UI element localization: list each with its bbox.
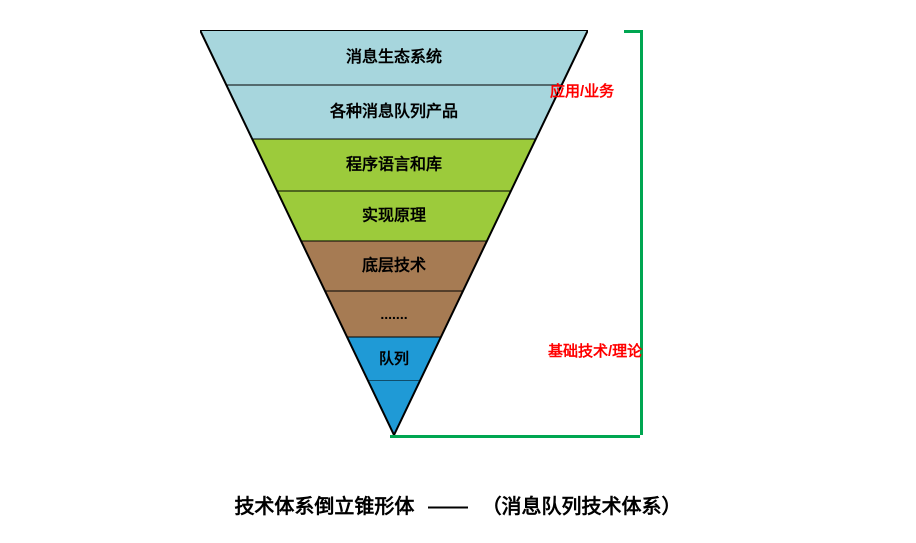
pyramid-layer-1 — [200, 85, 588, 139]
pyramid-layer-label-0: 消息生态系统 — [346, 47, 442, 66]
pyramid-layer-label-4: 底层技术 — [362, 256, 426, 275]
pyramid-clip-svg: 消息生态系统各种消息队列产品程序语言和库实现原理底层技术....... 队列 — [200, 30, 588, 435]
caption-dash: —— — [428, 496, 468, 518]
caption-left: 技术体系倒立锥形体 — [234, 496, 414, 518]
section-label-foundation: 基础技术/理论 — [548, 340, 642, 361]
pyramid-layer-3 — [200, 191, 588, 241]
bracket-tick-top — [624, 30, 640, 33]
pyramid-layer-label-3: 实现原理 — [362, 206, 426, 225]
diagram-container: 消息生态系统各种消息队列产品程序语言和库实现原理底层技术....... 队列 应用… — [0, 0, 916, 543]
section-label-application: 应用/业务 — [550, 80, 614, 101]
pyramid-layer-label-2: 程序语言和库 — [346, 155, 442, 174]
pyramid-layer-label-1: 各种消息队列产品 — [329, 102, 458, 121]
pyramid-layer-5 — [200, 291, 588, 337]
pyramid-layer-0 — [200, 30, 588, 85]
bracket-tick-bottom — [390, 435, 640, 438]
pyramid-layer-label-6: 队列 — [379, 350, 409, 368]
pyramid-outline — [200, 30, 588, 435]
pyramid-apex-fill — [200, 381, 588, 435]
bracket-vertical — [640, 30, 643, 435]
caption-right: （消息队列技术体系） — [482, 496, 682, 518]
diagram-caption: 技术体系倒立锥形体 —— （消息队列技术体系） — [234, 490, 681, 519]
pyramid-layer-6 — [200, 337, 588, 381]
pyramid-layer-4 — [200, 241, 588, 291]
pyramid-layer-2 — [200, 139, 588, 191]
pyramid-layer-label-5: ....... — [380, 306, 407, 322]
inverted-pyramid: 消息生态系统各种消息队列产品程序语言和库实现原理底层技术....... 队列 — [200, 30, 588, 435]
